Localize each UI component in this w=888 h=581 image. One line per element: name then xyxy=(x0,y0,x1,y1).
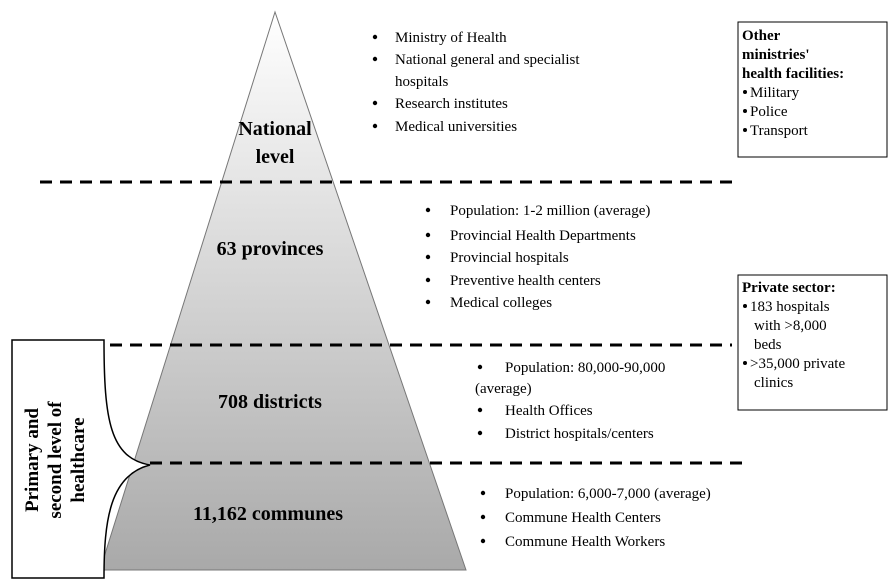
bullet xyxy=(425,232,431,238)
vertical-label: Primary and second level of healthcare xyxy=(22,401,89,519)
bullet-text: Provincial Health Departments xyxy=(450,228,636,244)
level-label: 63 provinces xyxy=(217,238,324,260)
bullet xyxy=(480,514,486,520)
bullet-text: Ministry of Health xyxy=(395,30,507,46)
bullet xyxy=(425,277,431,283)
level-label: 708 districts xyxy=(218,391,322,413)
bullet xyxy=(743,361,747,365)
bracket-box xyxy=(11,339,151,579)
level-label: 11,162 communes xyxy=(193,503,343,525)
level-label: National xyxy=(238,118,312,140)
box-text: beds xyxy=(754,337,782,353)
bullet-text: Health Offices xyxy=(505,403,593,419)
bullet-text: Population: 80,000-90,000 xyxy=(505,360,665,376)
bullet xyxy=(477,430,483,436)
bullet xyxy=(743,90,747,94)
box-text: with >8,000 xyxy=(754,318,827,334)
bullet xyxy=(372,123,378,129)
bullet xyxy=(425,207,431,213)
box-text: Military xyxy=(750,85,800,101)
bullet-text: (average) xyxy=(475,381,532,397)
vertical-label-text: healthcare xyxy=(68,417,89,502)
bullet-text: Commune Health Workers xyxy=(505,534,665,550)
bullet-text: District hospitals/centers xyxy=(505,426,654,442)
bullet xyxy=(477,407,483,413)
bullet xyxy=(480,538,486,544)
bullet-text: Medical colleges xyxy=(450,295,552,311)
side-box xyxy=(737,21,888,158)
box-text: clinics xyxy=(754,375,793,391)
box-title: health facilities: xyxy=(742,66,844,82)
bullet xyxy=(743,109,747,113)
dividers xyxy=(40,180,742,465)
bullet xyxy=(743,304,747,308)
bullet xyxy=(372,34,378,40)
box-text: 183 hospitals xyxy=(750,299,830,315)
bullet-text: hospitals xyxy=(395,74,448,90)
box-text: Police xyxy=(750,104,788,120)
bullet xyxy=(743,128,747,132)
bullet-text: Population: 1-2 million (average) xyxy=(450,203,650,219)
bullet xyxy=(425,299,431,305)
bullet xyxy=(477,364,483,370)
bullet xyxy=(372,56,378,62)
box-title: ministries' xyxy=(742,47,810,63)
vertical-label-text: second level of xyxy=(45,401,66,519)
side-box xyxy=(737,274,888,411)
vertical-label-text: Primary and xyxy=(22,408,43,512)
box-text: Transport xyxy=(750,123,809,139)
bullet-text: Research institutes xyxy=(395,96,508,112)
pyramid xyxy=(99,10,467,571)
box-title: Other xyxy=(742,28,781,44)
box-title: Private sector: xyxy=(742,280,836,296)
bullet-text: Commune Health Centers xyxy=(505,510,661,526)
level-label: level xyxy=(256,146,295,168)
content: National level Ministry of Health National … xyxy=(22,28,845,550)
box-text: >35,000 private xyxy=(750,356,845,372)
bullet xyxy=(372,100,378,106)
bullet-text: Preventive health centers xyxy=(450,273,601,289)
bullet xyxy=(425,254,431,260)
bullet xyxy=(480,490,486,496)
bullet-text: Medical universities xyxy=(395,119,517,135)
bullet-text: National general and specialist xyxy=(395,52,580,68)
bullet-text: Provincial hospitals xyxy=(450,250,569,266)
bullet-text: Population: 6,000-7,000 (average) xyxy=(505,486,711,502)
